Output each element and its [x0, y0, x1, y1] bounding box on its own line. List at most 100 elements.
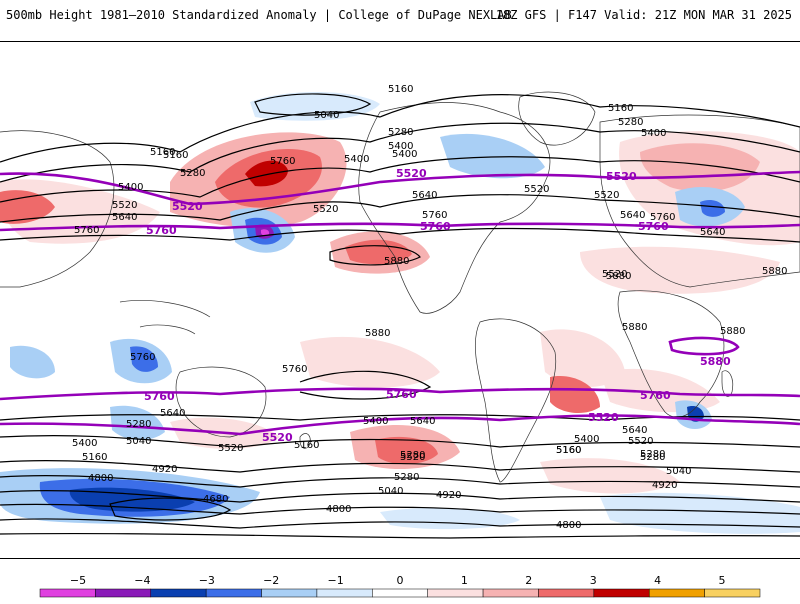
height-label: 5880	[384, 256, 409, 267]
highlight-5880-s	[668, 336, 740, 356]
highlight-label: 5880	[700, 355, 731, 368]
contour-5040-pac	[254, 93, 372, 116]
contour-4800-s	[0, 532, 800, 539]
height-label: 4920	[436, 490, 461, 501]
height-label: 5880	[365, 328, 390, 339]
contour-5640-n	[0, 227, 800, 243]
highlight-5520-n	[0, 170, 800, 206]
contour-5160-s	[0, 490, 800, 503]
legend-segment	[372, 588, 428, 598]
height-label: 5520	[524, 184, 549, 195]
height-label: 5400	[574, 434, 599, 445]
height-label: 5760	[282, 364, 307, 375]
legend-segment	[593, 588, 650, 598]
height-label: 5280	[640, 452, 665, 463]
height-label: 5640	[410, 416, 435, 427]
height-label: 5400	[118, 182, 143, 193]
anomaly-negative-gulf-peak	[261, 229, 270, 236]
legend-tick-label: 2	[525, 574, 532, 587]
highlight-5760-n	[0, 222, 800, 232]
anomaly-negative-na	[440, 133, 545, 179]
anomaly-negative-npac	[250, 92, 380, 121]
legend-segment	[39, 588, 96, 598]
legend-tick-label: −1	[327, 574, 343, 587]
highlight-label: 5760	[146, 224, 177, 237]
highlight-label: 5520	[606, 170, 637, 183]
anomaly-positive-pacific-max	[245, 160, 288, 187]
height-contours	[0, 93, 800, 539]
anomaly-negative-europe-core	[700, 200, 725, 217]
legend-segment	[261, 588, 318, 598]
height-label: 5880	[762, 266, 787, 277]
height-label: 5640	[622, 425, 647, 436]
contour-5280-s	[0, 475, 800, 488]
height-label: 5640	[700, 227, 725, 238]
chart-title: 500mb Height 1981–2010 Standardized Anom…	[6, 8, 512, 22]
contour-5040-s	[0, 503, 800, 515]
height-label: 5760	[422, 210, 447, 221]
height-label: 5040	[378, 486, 403, 497]
height-label: 5400	[641, 128, 666, 139]
legend-segment	[316, 588, 373, 598]
height-label: 5160	[82, 452, 107, 463]
coast-madagascar	[721, 370, 734, 397]
height-label: 5400	[344, 154, 369, 165]
valid-time: 18Z GFS | F147 Valid: 21Z MON MAR 31 202…	[495, 8, 792, 22]
height-label: 4800	[88, 473, 113, 484]
anomaly-positive-sh-pac	[300, 336, 440, 388]
height-label: 4680	[203, 494, 228, 505]
contour-4680	[109, 497, 232, 521]
anomaly-negative-antarctic-east	[600, 492, 800, 534]
highlight-label: 5760	[144, 390, 175, 403]
contour-5400-n	[0, 156, 800, 203]
height-label: 5280	[400, 450, 425, 461]
color-legend: −5 −4 −3 −2 −1 0 1 2 3 4 5	[0, 562, 800, 600]
contour-5520-n	[0, 194, 800, 223]
height-label: 5400	[363, 416, 388, 427]
height-label: 5160	[294, 440, 319, 451]
legend-tick-label: 5	[719, 574, 726, 587]
highlight-5760-s	[0, 387, 800, 401]
legend-segment	[538, 588, 595, 598]
height-label: 5760	[650, 212, 675, 223]
height-label: 5520	[112, 200, 137, 211]
coast-greenland	[518, 91, 596, 146]
height-label: 5640	[112, 212, 137, 223]
contour-5280-n	[0, 122, 800, 183]
anomaly-positive-sh-pac2-core	[375, 436, 438, 465]
height-label: 5640	[620, 210, 645, 221]
contour-5160-n	[0, 94, 800, 163]
map-panel: 5160 5040 5280 5400 5760 5400 5160 5280 …	[0, 41, 800, 559]
contour-5880-n	[329, 245, 421, 266]
highlight-label: 5760	[420, 220, 451, 233]
height-label: 5280	[640, 449, 665, 460]
contour-4920-s	[0, 518, 800, 529]
anomaly-positive-asia	[0, 190, 55, 224]
legend-tick-label: −2	[263, 574, 279, 587]
legend-segment	[704, 588, 761, 598]
legend-tick-label: 0	[397, 574, 404, 587]
coast-nz	[299, 433, 311, 449]
highlight-label: 5520	[172, 200, 203, 213]
anomaly-negative-west	[10, 345, 55, 379]
contour-5760-s	[0, 414, 800, 421]
height-label: 5640	[160, 408, 185, 419]
height-label: 5760	[74, 225, 99, 236]
highlight-5520-s	[0, 414, 800, 436]
contour-5880-s	[299, 370, 432, 400]
height-label: 5160	[388, 84, 413, 95]
height-label: 5520	[628, 436, 653, 447]
height-label: 5880	[720, 326, 745, 337]
coast-north-america	[358, 102, 551, 314]
legend-segments	[39, 588, 761, 598]
coast-asia-west	[0, 130, 115, 288]
highlight-labels: 5520 5760 5520 5520 5760 5760 5760 5520 …	[144, 167, 731, 444]
height-label: 4800	[556, 520, 581, 531]
legend-tick-label: −4	[134, 574, 150, 587]
height-label: 4920	[652, 480, 677, 491]
highlight-label: 5520	[262, 431, 293, 444]
height-label: 5040	[666, 466, 691, 477]
world-map: 5160 5040 5280 5400 5760 5400 5160 5280 …	[0, 84, 800, 539]
highlight-label: 5520	[396, 167, 427, 180]
height-label: 5160	[556, 445, 581, 456]
